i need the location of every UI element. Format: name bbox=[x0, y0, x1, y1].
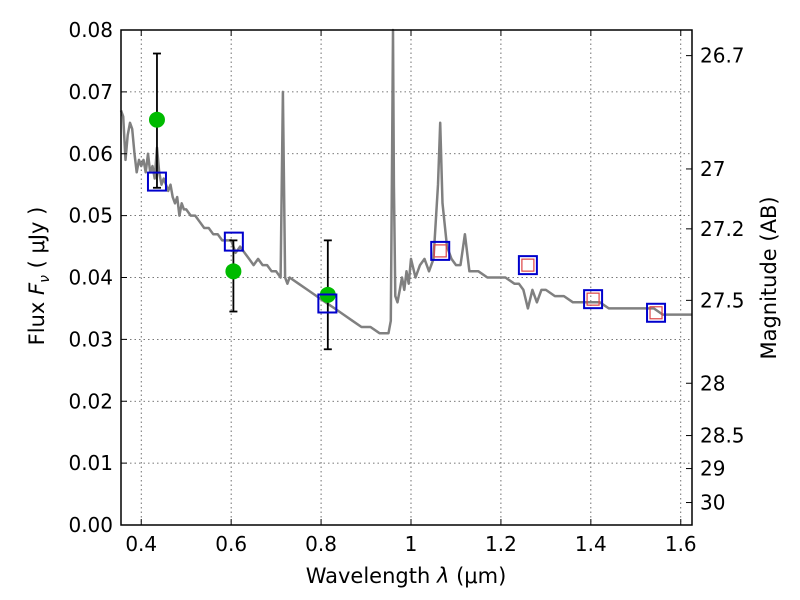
y2-tick-label: 27.2 bbox=[700, 217, 745, 241]
error-bars bbox=[152, 52, 332, 351]
x-tick-label: 0.8 bbox=[305, 532, 337, 556]
model-band-inner-box bbox=[521, 258, 535, 272]
y-tick-label: 0.02 bbox=[68, 389, 113, 413]
observed-point bbox=[148, 111, 165, 128]
model-band-box bbox=[517, 255, 538, 276]
x-axis-label: Wavelength λ (μm) bbox=[306, 564, 507, 588]
y2-tick-label: 27 bbox=[700, 157, 725, 181]
x-tick-label: 0.6 bbox=[215, 532, 247, 556]
model-band-boxes bbox=[146, 171, 667, 323]
model-band-box bbox=[646, 302, 667, 323]
y-tick-label: 0.05 bbox=[68, 204, 113, 228]
y2-tick-label: 29 bbox=[700, 457, 725, 481]
model-band-inner-box bbox=[586, 292, 600, 306]
x-tick-label: 1.6 bbox=[665, 532, 697, 556]
model-band-box bbox=[583, 289, 604, 310]
observed-point bbox=[225, 263, 242, 280]
model-spectrum-line bbox=[119, 28, 692, 335]
y2-tick-label: 26.7 bbox=[700, 44, 745, 68]
x-tick-label: 1 bbox=[405, 532, 418, 556]
x-tick-label: 1.4 bbox=[575, 532, 607, 556]
y2-axis-label: Magnitude (AB) bbox=[757, 196, 781, 359]
axis-ticks: 0.4 0.6 0.8 1 1.2 1.4 1.6 0.00 0.01 0.02 0.03 0.04 0… bbox=[68, 18, 744, 556]
y-tick-label: 0.04 bbox=[68, 266, 113, 290]
model-band-box bbox=[430, 240, 451, 261]
model-band-inner-box bbox=[649, 306, 663, 320]
y-tick-label: 0.08 bbox=[68, 18, 113, 42]
y2-tick-label: 28.5 bbox=[700, 424, 745, 448]
y-tick-label: 0.00 bbox=[68, 513, 113, 537]
model-spectrum bbox=[119, 28, 692, 335]
y-tick-label: 0.06 bbox=[68, 142, 113, 166]
y2-tick-label: 30 bbox=[700, 491, 725, 515]
y2-tick-label: 28 bbox=[700, 371, 725, 395]
y-tick-label: 0.03 bbox=[68, 327, 113, 351]
y-tick-label: 0.01 bbox=[68, 451, 113, 475]
observed-points bbox=[148, 111, 336, 303]
model-band-box bbox=[146, 171, 167, 192]
x-tick-label: 1.2 bbox=[485, 532, 517, 556]
y-axis-label: Flux Fν ( μJy ) bbox=[25, 207, 53, 346]
model-band-inner-box bbox=[433, 244, 447, 258]
model-band-box bbox=[223, 231, 244, 252]
x-tick-label: 0.4 bbox=[125, 532, 157, 556]
model-band-box bbox=[317, 293, 338, 314]
y-tick-label: 0.07 bbox=[68, 80, 113, 104]
y2-tick-label: 27.5 bbox=[700, 288, 745, 312]
